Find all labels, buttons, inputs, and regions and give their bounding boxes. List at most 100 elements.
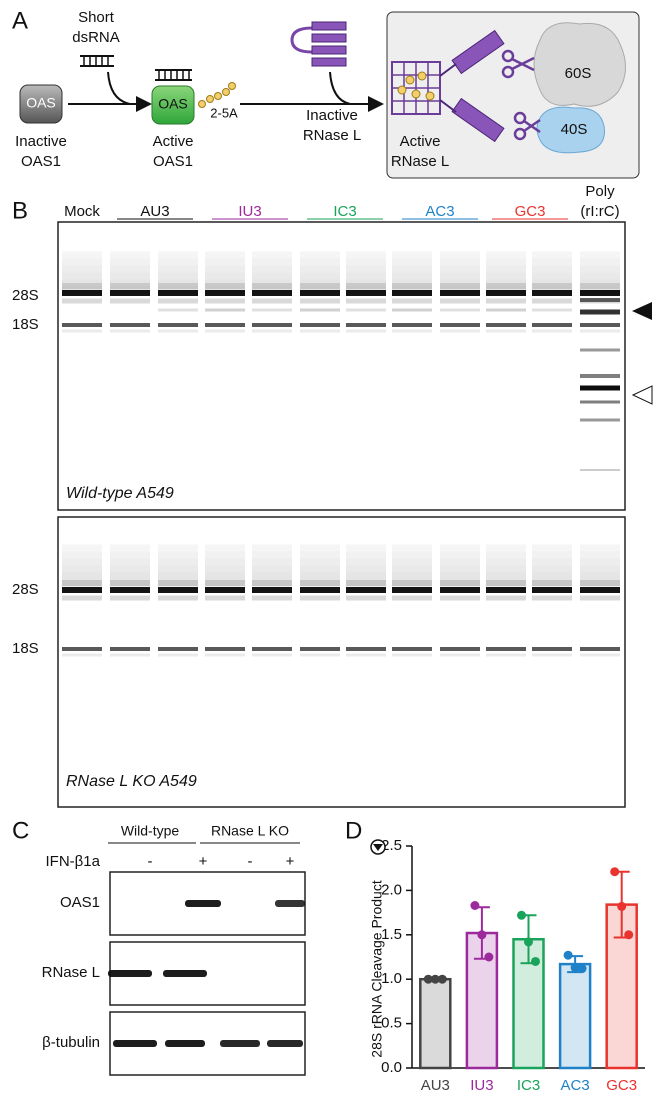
gel-band bbox=[580, 265, 620, 273]
gel-band bbox=[346, 579, 386, 587]
gel-band bbox=[346, 587, 386, 593]
x-tick-label: AC3 bbox=[561, 1077, 590, 1094]
gel-band bbox=[440, 580, 480, 586]
lane-label: Poly bbox=[585, 183, 615, 200]
panel-d: D 0.0 0.5 1.0 1.5 2.0 2.5 28S rRNA Cleavage Pr… bbox=[345, 817, 645, 1094]
gel-band bbox=[486, 323, 526, 327]
gel-band bbox=[300, 579, 340, 587]
gel-band bbox=[580, 385, 620, 391]
label: OAS bbox=[158, 96, 188, 112]
gel-band bbox=[486, 272, 526, 280]
lane-label: IC3 bbox=[333, 203, 356, 220]
gel-band bbox=[62, 544, 102, 552]
x-tick-label: AU3 bbox=[421, 1077, 450, 1094]
label: Short bbox=[78, 9, 115, 26]
gel-band bbox=[252, 587, 292, 593]
gel-band bbox=[440, 323, 480, 327]
sign: + bbox=[286, 853, 295, 870]
gel-band bbox=[252, 572, 292, 580]
blot-band bbox=[163, 970, 207, 977]
label: Inactive bbox=[15, 133, 67, 150]
gel-band bbox=[205, 580, 245, 586]
gel-band bbox=[346, 551, 386, 559]
lane-label: Mock bbox=[64, 203, 100, 220]
gel-band bbox=[205, 551, 245, 559]
blot-label: OAS1 bbox=[60, 894, 100, 911]
gel-band bbox=[392, 290, 432, 296]
data-point bbox=[610, 867, 620, 877]
gel-band bbox=[580, 653, 620, 657]
gel-band bbox=[300, 283, 340, 289]
gel-band bbox=[532, 265, 572, 273]
data-point bbox=[624, 930, 634, 940]
group-label: RNase L KO bbox=[211, 823, 289, 839]
gel-band bbox=[62, 579, 102, 587]
lane-label: AU3 bbox=[140, 203, 169, 220]
label: 40S bbox=[561, 121, 588, 138]
gel-band bbox=[205, 251, 245, 259]
gel-band bbox=[440, 551, 480, 559]
gel-band bbox=[440, 565, 480, 573]
label: Active bbox=[400, 133, 441, 150]
gel-band bbox=[392, 580, 432, 586]
gel-band bbox=[580, 329, 620, 333]
gel-band bbox=[486, 265, 526, 273]
gel-band bbox=[300, 580, 340, 586]
gel-band bbox=[158, 298, 198, 304]
gel-band bbox=[110, 323, 150, 327]
gel-band bbox=[205, 265, 245, 273]
gel-band bbox=[532, 653, 572, 657]
gel-band bbox=[110, 329, 150, 333]
gel-band bbox=[392, 298, 432, 304]
gel-band bbox=[158, 647, 198, 651]
gel bbox=[57, 516, 626, 808]
data-point bbox=[563, 950, 573, 960]
gel-band bbox=[392, 544, 432, 552]
x-tick-label: IC3 bbox=[517, 1077, 540, 1094]
blot-band bbox=[275, 900, 305, 907]
gel-band bbox=[532, 551, 572, 559]
gel-band bbox=[346, 283, 386, 289]
gel-band bbox=[252, 272, 292, 280]
oas-box bbox=[151, 85, 195, 125]
gel-band bbox=[158, 251, 198, 259]
gel-band bbox=[392, 272, 432, 280]
panel-label: D bbox=[345, 817, 362, 844]
panel-c: C Wild-type RNase L KO IFN-β1a - + - + OAS1 R… bbox=[12, 817, 306, 1076]
gel-band bbox=[300, 290, 340, 296]
gel-band bbox=[300, 587, 340, 593]
gel-band bbox=[346, 329, 386, 333]
gel-band bbox=[486, 572, 526, 580]
gel-band bbox=[532, 558, 572, 566]
gel-band bbox=[580, 374, 620, 378]
gel-band bbox=[158, 308, 198, 312]
gel-band bbox=[392, 265, 432, 273]
gel-band bbox=[62, 572, 102, 580]
gel-band bbox=[205, 279, 245, 287]
label: dsRNA bbox=[72, 29, 120, 46]
gel-band bbox=[346, 279, 386, 287]
gel-band bbox=[158, 579, 198, 587]
y-tick-label: 2.5 bbox=[381, 837, 402, 854]
gel-band bbox=[392, 329, 432, 333]
blot-band bbox=[220, 1040, 260, 1047]
gel-band bbox=[205, 290, 245, 296]
gel-band bbox=[392, 308, 432, 312]
gel-band bbox=[300, 279, 340, 287]
gel-band bbox=[158, 653, 198, 657]
gel-band bbox=[252, 308, 292, 312]
marker-label: 28S bbox=[12, 581, 39, 598]
lane-label: (rI:rC) bbox=[580, 203, 619, 220]
gel-band bbox=[205, 558, 245, 566]
gel-band bbox=[62, 251, 102, 259]
gel-band bbox=[110, 265, 150, 273]
gel-band bbox=[392, 283, 432, 289]
gel-band bbox=[300, 308, 340, 312]
label: OAS bbox=[26, 95, 56, 111]
gel-band bbox=[110, 290, 150, 296]
gel-band bbox=[440, 272, 480, 280]
sign: + bbox=[199, 853, 208, 870]
blot-band bbox=[185, 900, 221, 907]
gel-band bbox=[580, 647, 620, 651]
gel-band bbox=[440, 283, 480, 289]
